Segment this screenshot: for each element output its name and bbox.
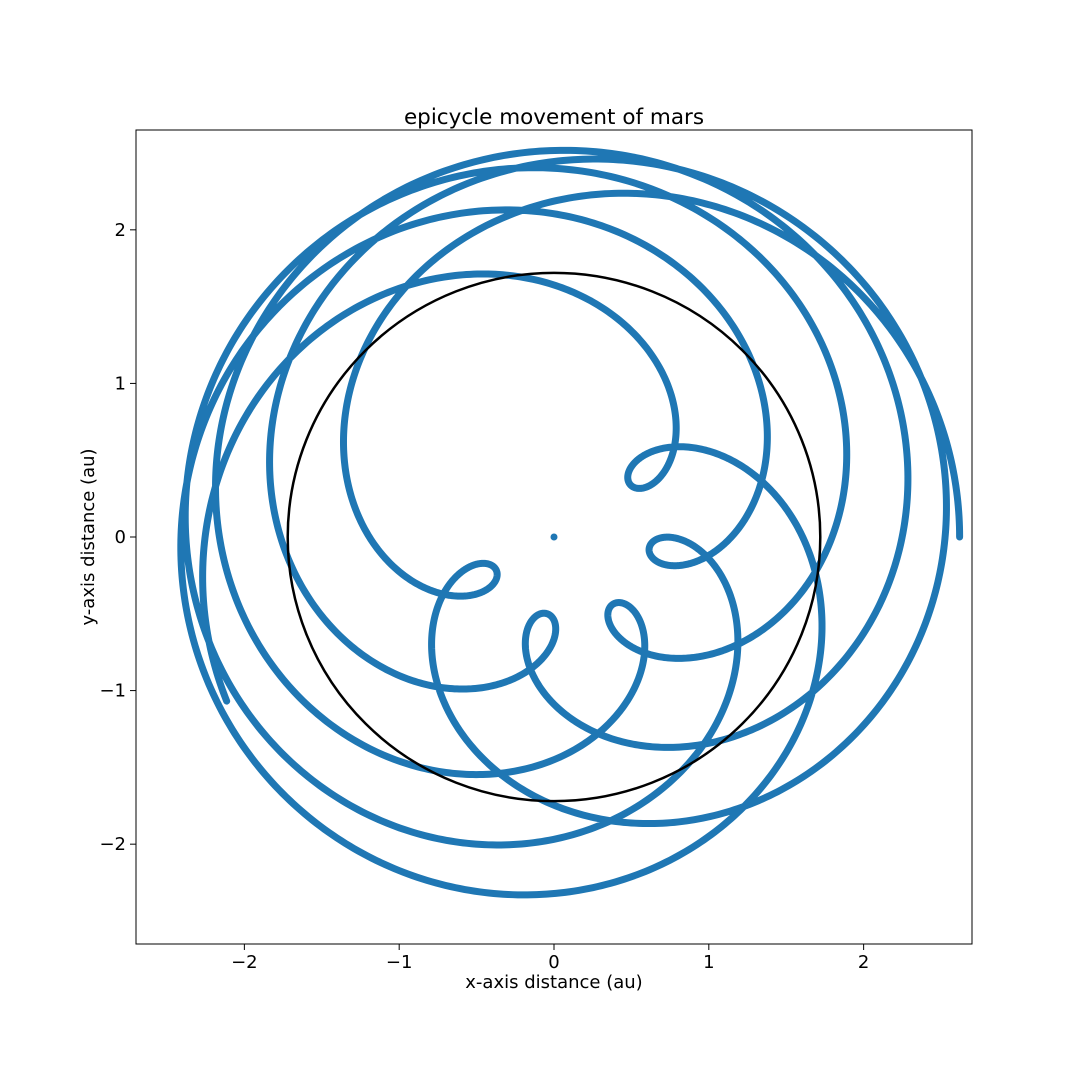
plot-area: [135, 129, 973, 945]
y-tick-label: 2: [115, 220, 126, 241]
data-layer: [177, 146, 964, 899]
x-tick-label: −1: [386, 952, 413, 973]
x-tick-label: 0: [548, 952, 559, 973]
x-tick-label: 1: [703, 952, 714, 973]
y-axis-ticks: −2 −1 0 1 2: [99, 220, 136, 855]
y-axis-label: y-axis distance (au): [78, 448, 99, 625]
x-axis-label: x-axis distance (au): [465, 972, 642, 993]
x-tick-label: 2: [858, 952, 869, 973]
x-axis-ticks: −2 −1 0 1 2: [231, 944, 869, 973]
chart-title: epicycle movement of mars: [404, 105, 704, 130]
y-tick-label: 0: [115, 527, 126, 548]
epicycle-trajectory-series: [177, 146, 964, 899]
y-tick-label: −1: [99, 681, 126, 702]
x-tick-label: −2: [231, 952, 258, 973]
center-point: [550, 533, 558, 541]
y-tick-label: −2: [99, 834, 126, 855]
y-tick-label: 1: [115, 373, 126, 394]
deferent-circle: [286, 271, 822, 803]
